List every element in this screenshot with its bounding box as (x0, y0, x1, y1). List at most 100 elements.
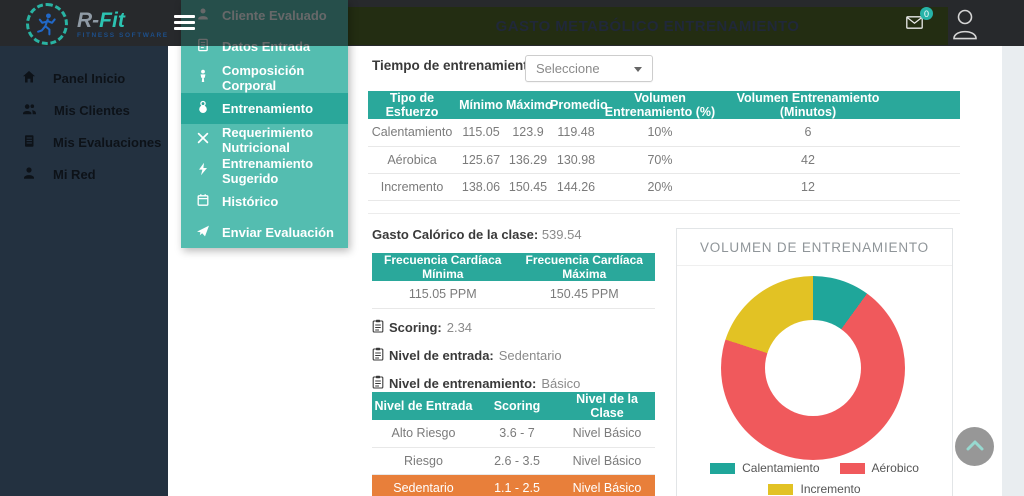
column-header-spacer (898, 91, 960, 119)
chevron-up-icon (965, 438, 985, 456)
table-row: Incremento 138.06 150.45 144.26 20% 12 (368, 173, 960, 201)
column-header: Frecuencia Cardíaca Mínima (372, 253, 514, 281)
scroll-to-top-button[interactable] (955, 427, 994, 466)
cell: 115.05 PPM (372, 281, 514, 309)
select-value: Seleccione (536, 61, 600, 76)
donut-hole (765, 320, 861, 416)
level-table-header-row: Nivel de Entrada Scoring Nivel de la Cla… (372, 392, 655, 420)
column-header: Nivel de la Clase (559, 392, 655, 420)
body-icon (196, 69, 210, 86)
chart-title: VOLUMEN DE ENTRENAMIENTO (677, 229, 952, 266)
cell-spacer (898, 146, 960, 174)
submenu-item-label: Datos Entrada (222, 39, 311, 54)
submenu-item-cliente-evaluado[interactable]: Cliente Evaluado (181, 0, 348, 31)
menu-toggle-button[interactable] (174, 15, 195, 33)
cell: 125.67 (456, 146, 506, 174)
table-row: Alto Riesgo 3.6 - 7 Nivel Básico (372, 420, 655, 448)
document-list-icon (22, 134, 36, 151)
effort-table-container: Tipo de Esfuerzo Mínimo Máximo Promedio … (368, 91, 960, 214)
column-header: Frecuencia Cardíaca Máxima (513, 253, 655, 281)
training-level-value: Básico (541, 375, 581, 391)
document-icon (196, 38, 210, 55)
cell-spacer (898, 173, 960, 201)
cell: 3.6 - 7 (475, 420, 559, 448)
entry-level-line: Nivel de entrada: Sedentario (372, 346, 562, 364)
sidebar-item-label: Mis Evaluaciones (53, 134, 162, 150)
app-logo[interactable]: R-Fit FITNESS SOFTWARE (26, 3, 169, 45)
kettlebell-icon (196, 100, 210, 117)
sidebar-item-label: Mis Clientes (54, 102, 130, 118)
legend-item: Incremento (768, 482, 861, 496)
scoring-value: 2.34 (446, 319, 473, 335)
cell: 70% (602, 146, 718, 174)
training-level-label: Nivel de entrenamiento: (389, 375, 537, 391)
caloric-value: 539.54 (541, 227, 582, 242)
legend-swatch-aerobico (839, 462, 865, 474)
submenu-item-entrenamiento-sugerido[interactable]: Entrenamiento Sugerido (181, 155, 348, 186)
cell: 10% (602, 119, 718, 147)
cell: 6 (718, 119, 898, 147)
effort-table-header-row: Tipo de Esfuerzo Mínimo Máximo Promedio … (368, 91, 960, 119)
person-icon (22, 166, 36, 183)
submenu-item-label: Entrenamiento (222, 101, 314, 116)
submenu-item-requerimiento-nutricional[interactable]: Requerimiento Nutricional (181, 124, 348, 155)
page-title: GASTO METABÓLICO ENTRENAMIENTO (495, 17, 800, 35)
heart-rate-header-row: Frecuencia Cardíaca Mínima Frecuencia Ca… (372, 253, 655, 281)
legend-item: Aérobico (839, 461, 919, 475)
topbar: GASTO METABÓLICO ENTRENAMIENTO 0 (0, 0, 1024, 46)
column-header: Nivel de Entrada (372, 392, 475, 420)
cell: 138.06 (456, 173, 506, 201)
entry-level-value: Sedentario (498, 347, 562, 363)
evaluation-submenu: Cliente Evaluado Datos Entrada Composici… (181, 0, 348, 248)
cutlery-icon (196, 131, 210, 148)
sidebar-item-mis-clientes[interactable]: Mis Clientes (0, 94, 168, 126)
submenu-item-historico[interactable]: Histórico (181, 186, 348, 217)
submenu-item-datos-entrada[interactable]: Datos Entrada (181, 31, 348, 62)
table-row: 115.05 PPM 150.45 PPM (372, 281, 655, 309)
cell: 119.48 (550, 119, 602, 147)
cell: 2.6 - 3.5 (475, 447, 559, 475)
cell: Alto Riesgo (372, 420, 475, 448)
entry-level-label: Nivel de entrada: (389, 347, 494, 363)
sidebar-item-mi-red[interactable]: Mi Red (0, 158, 168, 190)
cell: Nivel Básico (559, 447, 655, 475)
training-time-select[interactable]: Seleccione (525, 55, 653, 82)
table-row: Riesgo 2.6 - 3.5 Nivel Básico (372, 447, 655, 475)
legend-label: Incremento (800, 482, 861, 496)
submenu-item-label: Cliente Evaluado (222, 8, 327, 23)
brand-tagline: FITNESS SOFTWARE (77, 31, 169, 39)
submenu-item-composicion-corporal[interactable]: Composición Corporal (181, 62, 348, 93)
sidebar-item-mis-evaluaciones[interactable]: Mis Evaluaciones (0, 126, 168, 158)
column-header: Promedio (550, 91, 608, 119)
submenu-item-label: Enviar Evaluación (222, 225, 334, 240)
heart-rate-table: Frecuencia Cardíaca Mínima Frecuencia Ca… (372, 253, 655, 309)
main-sidebar: Panel Inicio Mis Clientes Mis Evaluacion… (0, 0, 168, 496)
table-row: Calentamiento 115.05 123.9 119.48 10% 6 (368, 119, 960, 147)
mail-button[interactable]: 0 (906, 7, 933, 34)
brand-name: R-Fit (77, 8, 125, 32)
scoring-label: Scoring: (389, 319, 442, 335)
table-row-highlighted: Sedentario 1.1 - 2.5 Nivel Básico (372, 474, 655, 496)
cell: 20% (602, 173, 718, 201)
cell: 123.9 (506, 119, 550, 147)
assignment-icon (372, 319, 384, 336)
legend-swatch-calentamiento (710, 462, 736, 474)
send-icon (196, 224, 210, 241)
cell: 115.05 (456, 119, 506, 147)
submenu-item-label: Entrenamiento Sugerido (222, 155, 314, 186)
cell-spacer (898, 119, 960, 147)
column-header: Volumen Entrenamiento (%) (602, 91, 718, 119)
effort-table: Tipo de Esfuerzo Mínimo Máximo Promedio … (368, 91, 960, 201)
cell: Nivel Básico (559, 420, 655, 448)
submenu-item-enviar-evaluacion[interactable]: Enviar Evaluación (181, 217, 348, 248)
cell: Nivel Básico (559, 474, 655, 496)
sidebar-item-panel-inicio[interactable]: Panel Inicio (0, 62, 168, 94)
cell: Riesgo (372, 447, 475, 475)
runner-logo-icon (26, 3, 68, 45)
profile-button[interactable] (950, 7, 980, 45)
assignment-icon (372, 375, 384, 392)
submenu-item-entrenamiento[interactable]: Entrenamiento (181, 93, 348, 124)
legend-label: Aérobico (871, 461, 919, 475)
legend-item: Calentamiento (710, 461, 820, 475)
lightning-icon (196, 162, 210, 179)
